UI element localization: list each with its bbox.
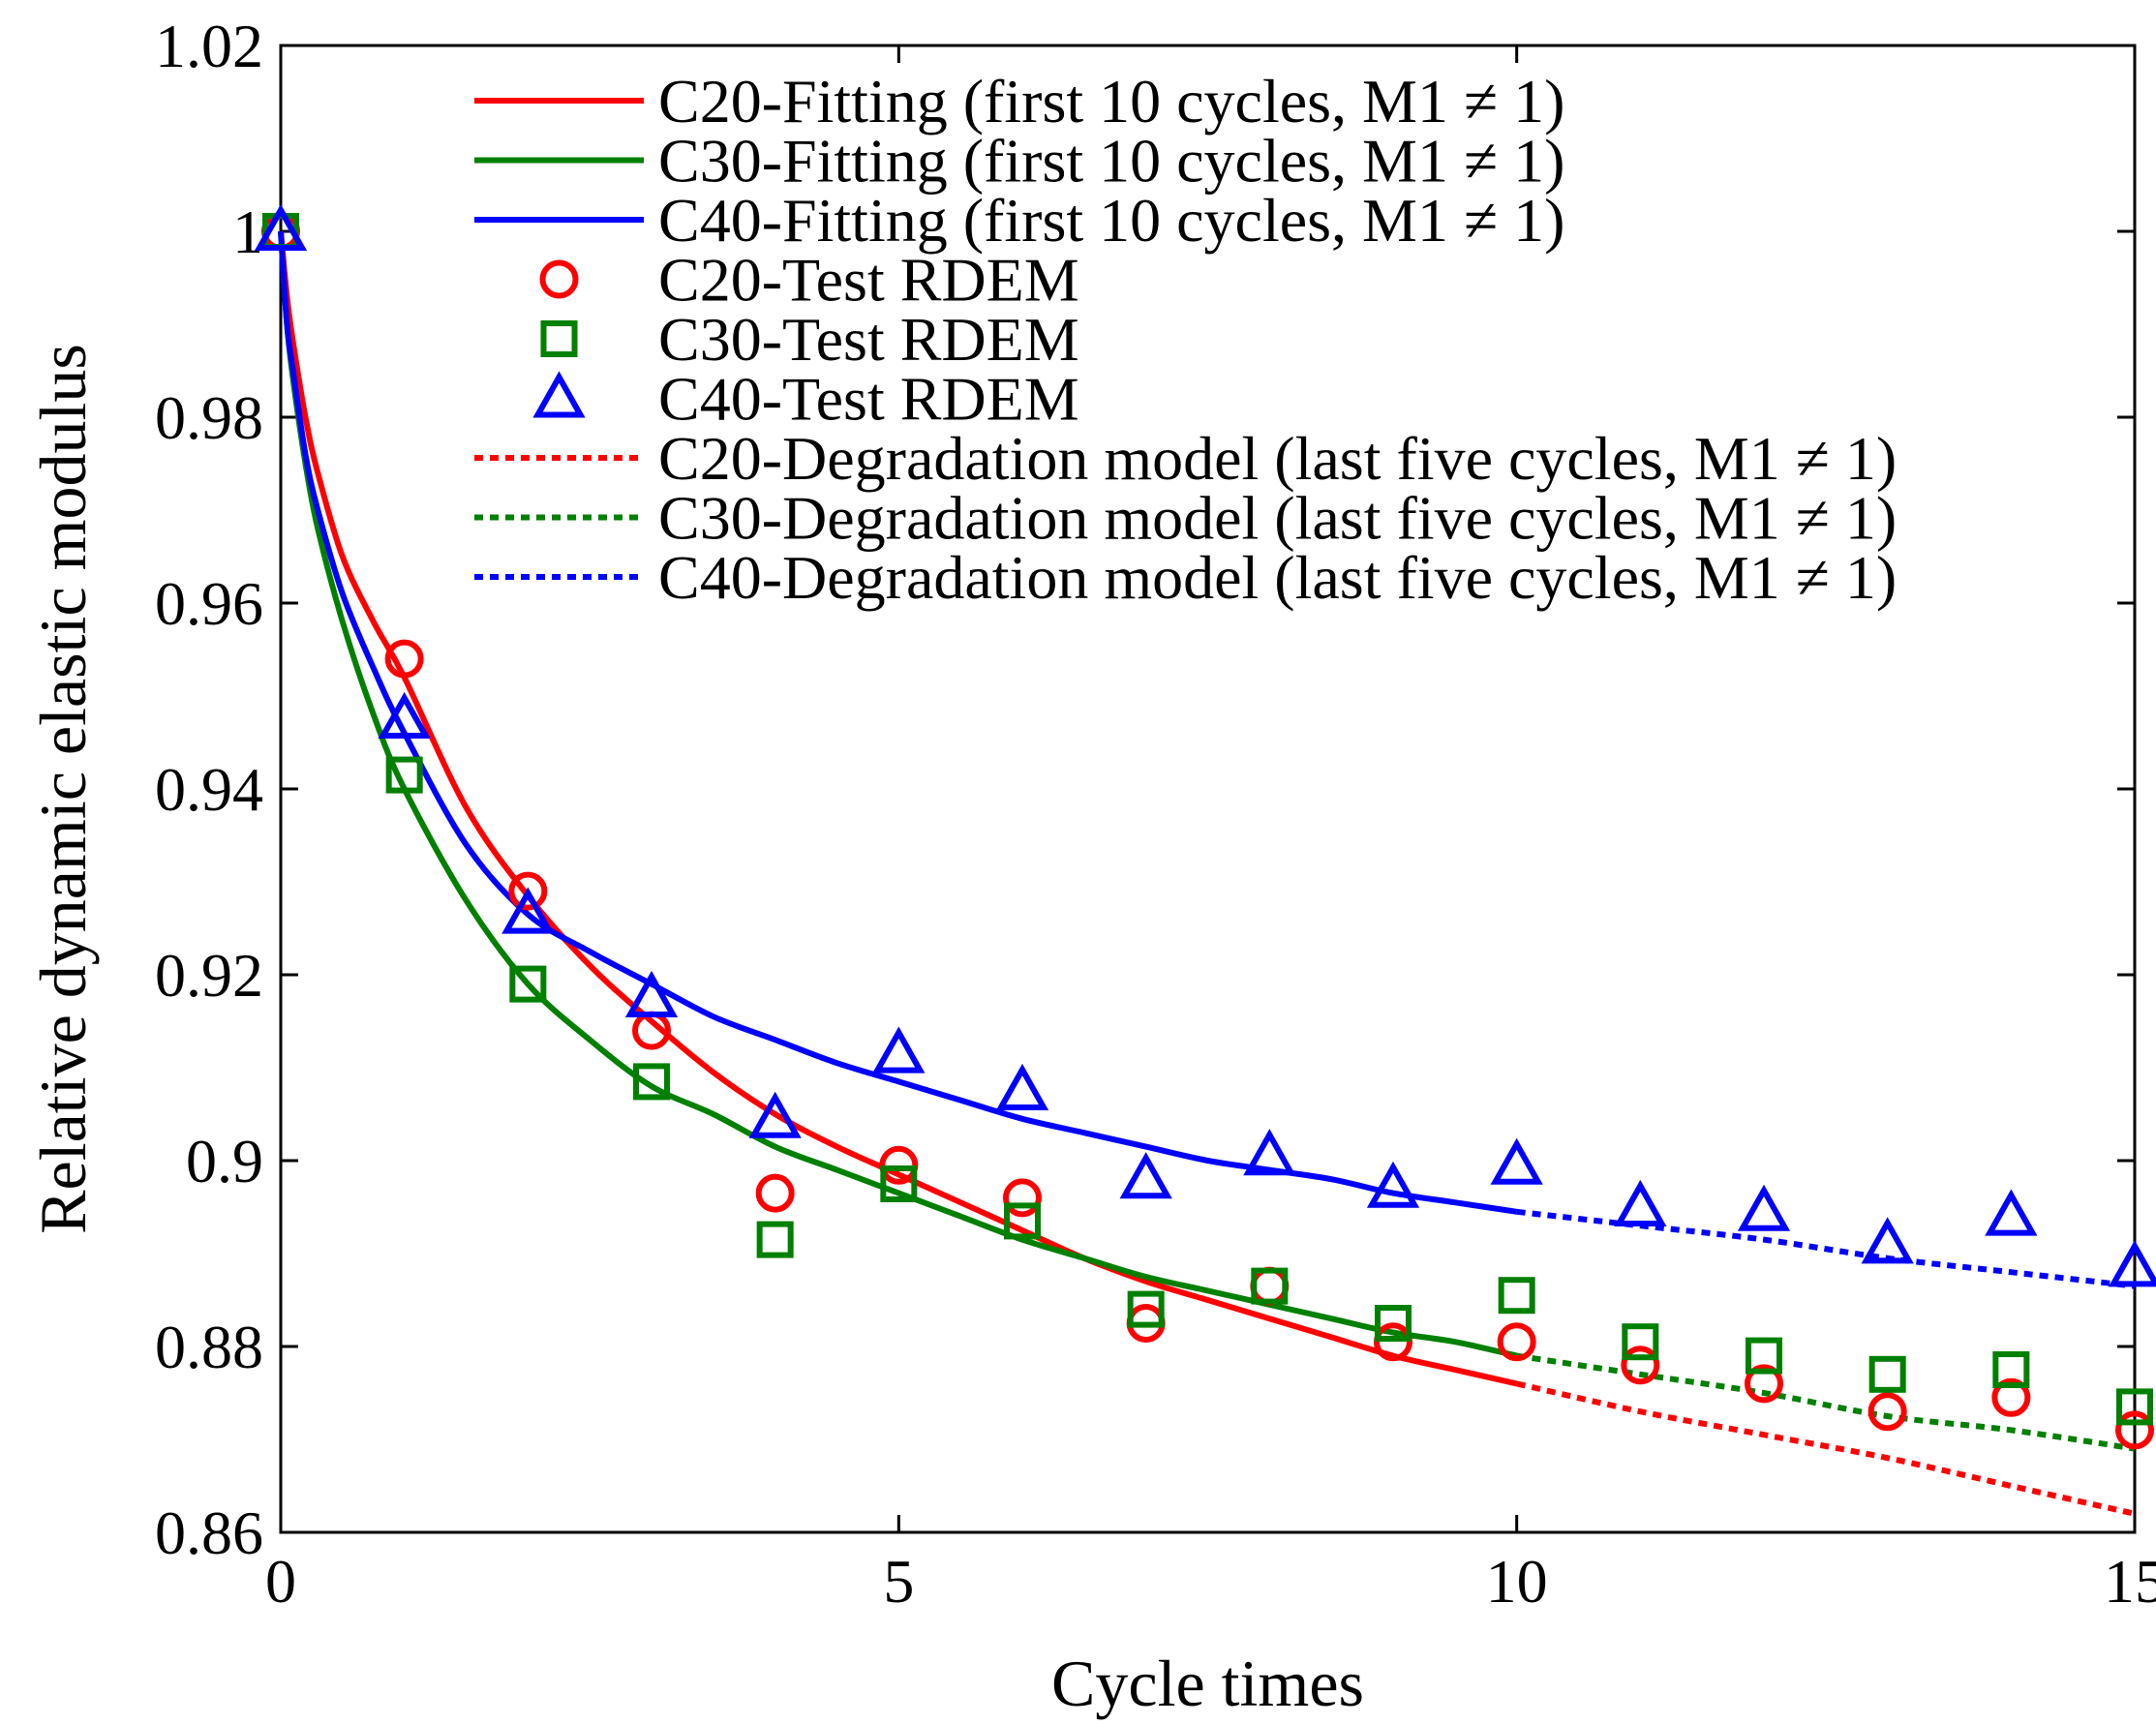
- y-tick-label: 0.92: [155, 941, 263, 1010]
- legend-c20-test-marker: [539, 259, 579, 299]
- c20-degradation-model-line: [1516, 1380, 2136, 1517]
- legend-entry-label: C30-Test RDEM: [658, 305, 1079, 374]
- legend-entry-label: C40-Test RDEM: [658, 365, 1079, 434]
- c30-test-point: [509, 965, 547, 1003]
- c30-test-point: [633, 1063, 670, 1101]
- legend-entry-label: C40-Fitting (first 10 cycles, M1 ≠ 1): [658, 186, 1564, 255]
- y-axis-label: Relative dynamic elastic modulus: [26, 344, 100, 1234]
- legend-entry-label: C30-Degradation model (last five cycles,…: [658, 484, 1897, 553]
- c30-test-point: [1251, 1267, 1289, 1305]
- c30-test-point: [1746, 1337, 1782, 1375]
- c20-test-point: [1745, 1364, 1783, 1404]
- c40-test-point: [1985, 1189, 2038, 1236]
- marker-layer: [254, 203, 2156, 1450]
- c40-test-point: [995, 1063, 1049, 1110]
- c30-test-point: [2116, 1388, 2153, 1426]
- legend-c40-test-marker: [532, 371, 586, 418]
- c30-test-point: [756, 1221, 794, 1258]
- c40-test-point: [1614, 1179, 1667, 1226]
- c20-test-point: [1374, 1322, 1412, 1362]
- x-axis-label: Cycle times: [1051, 1647, 1364, 1720]
- c40-test-point: [1366, 1161, 1420, 1208]
- c20-test-point: [755, 1173, 795, 1213]
- legend-entry-label: C40-Degradation model (last five cycles,…: [658, 543, 1897, 612]
- y-tick-label: 1: [232, 197, 263, 266]
- c40-test-point: [1861, 1217, 1914, 1264]
- c30-test-point: [1868, 1355, 1906, 1393]
- c20-test-point: [384, 639, 424, 679]
- c20-test-point: [1868, 1392, 1907, 1432]
- x-tick-label: 5: [883, 1547, 914, 1616]
- y-tick-label: 0.96: [155, 569, 263, 638]
- y-tick-label: 0.98: [155, 383, 263, 452]
- x-tick-label: 15: [2104, 1547, 2156, 1616]
- y-tick-label: 0.86: [155, 1498, 263, 1567]
- c20-test-point: [508, 871, 548, 911]
- c20-test-point: [1991, 1377, 2031, 1417]
- c40-test-point: [1119, 1152, 1172, 1199]
- c30-test-point: [1498, 1277, 1535, 1315]
- c20-test-point: [879, 1145, 919, 1185]
- c30-test-point: [1622, 1323, 1659, 1361]
- y-tick-label: 0.9: [186, 1127, 263, 1195]
- c20-test-point: [1621, 1346, 1660, 1385]
- c40-test-point: [872, 1026, 926, 1074]
- legend: C20-Fitting (first 10 cycles, M1 ≠ 1)C30…: [474, 67, 1897, 612]
- c20-fitting-line: [278, 230, 1518, 1387]
- c40-test-point: [2108, 1240, 2156, 1287]
- c30-test-point: [1992, 1351, 2030, 1388]
- c40-test-point: [748, 1091, 802, 1138]
- c20-test-point: [1003, 1178, 1042, 1218]
- y-tick-label: 1.02: [155, 12, 263, 80]
- c30-test-point: [1127, 1290, 1165, 1328]
- c40-test-point: [378, 691, 431, 739]
- c30-test-point: [385, 756, 423, 794]
- c40-test-point: [501, 887, 555, 934]
- x-tick-label: 0: [265, 1547, 296, 1616]
- c40-fitting-line: [278, 230, 1518, 1215]
- c40-test-point: [1490, 1137, 1543, 1185]
- y-tick-label: 0.88: [155, 1313, 263, 1381]
- c30-test-point: [1375, 1305, 1412, 1342]
- c40-test-point: [1243, 1129, 1296, 1176]
- c30-test-point: [880, 1165, 918, 1202]
- axis-ticks: 0 5 10 15 0.86 0.88 0.9 0.92 0.94 0.96 0.98 1 1.02: [155, 12, 2156, 1616]
- y-tick-label: 0.94: [155, 755, 263, 824]
- c40-test-point: [1737, 1184, 1791, 1231]
- legend-c30-test-marker: [540, 320, 578, 357]
- plot-area: [279, 44, 2137, 1534]
- legend-entry-label: C20-Fitting (first 10 cycles, M1 ≠ 1): [658, 67, 1564, 136]
- c20-test-point: [1497, 1322, 1536, 1362]
- legend-entry-label: C20-Test RDEM: [658, 246, 1079, 315]
- c20-test-point: [2115, 1410, 2154, 1450]
- c40-test-point: [254, 203, 308, 251]
- legend-entry-label: C30-Fitting (first 10 cycles, M1 ≠ 1): [658, 127, 1564, 196]
- legend-entry-label: C20-Degradation model (last five cycles,…: [658, 424, 1897, 493]
- c30-test-point: [1004, 1202, 1041, 1240]
- x-tick-label: 10: [1486, 1547, 1548, 1616]
- c40-test-point: [624, 970, 679, 1017]
